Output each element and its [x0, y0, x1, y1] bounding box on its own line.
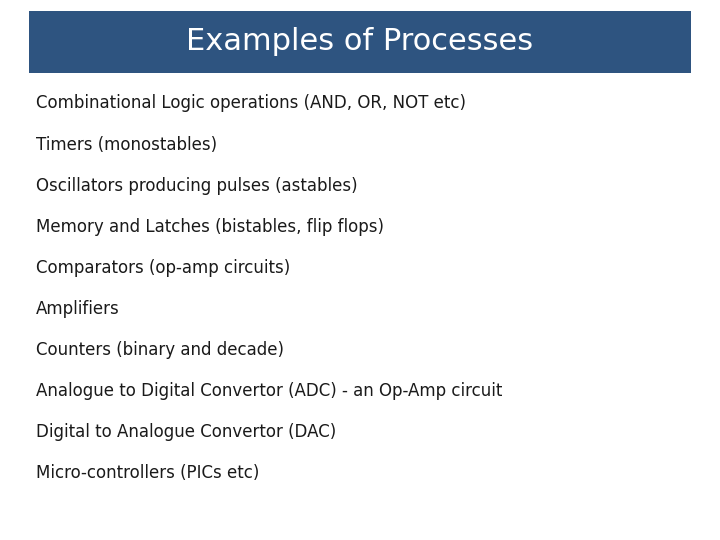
Text: Comparators (op-amp circuits): Comparators (op-amp circuits) — [36, 259, 290, 276]
Text: Amplifiers: Amplifiers — [36, 300, 120, 318]
Text: Timers (monostables): Timers (monostables) — [36, 136, 217, 153]
Text: Digital to Analogue Convertor (DAC): Digital to Analogue Convertor (DAC) — [36, 423, 336, 441]
Text: Oscillators producing pulses (astables): Oscillators producing pulses (astables) — [36, 177, 358, 194]
Text: Analogue to Digital Convertor (ADC) - an Op-Amp circuit: Analogue to Digital Convertor (ADC) - an… — [36, 382, 503, 400]
Text: Combinational Logic operations (AND, OR, NOT etc): Combinational Logic operations (AND, OR,… — [36, 94, 466, 112]
Text: Memory and Latches (bistables, flip flops): Memory and Latches (bistables, flip flop… — [36, 218, 384, 235]
Text: Micro-controllers (PICs etc): Micro-controllers (PICs etc) — [36, 464, 259, 482]
FancyBboxPatch shape — [29, 11, 691, 73]
Text: Counters (binary and decade): Counters (binary and decade) — [36, 341, 284, 359]
Text: Examples of Processes: Examples of Processes — [186, 28, 534, 56]
